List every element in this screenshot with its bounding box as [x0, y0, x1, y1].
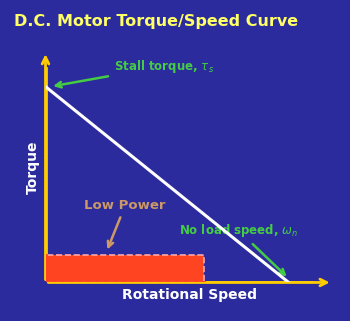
Text: No load speed, $\omega_n$: No load speed, $\omega_n$: [179, 222, 299, 275]
X-axis label: Rotational Speed: Rotational Speed: [121, 288, 257, 302]
Bar: [46, 255, 204, 282]
Y-axis label: Torque: Torque: [26, 140, 40, 194]
Text: Low Power: Low Power: [84, 199, 166, 247]
Text: D.C. Motor Torque/Speed Curve: D.C. Motor Torque/Speed Curve: [14, 14, 298, 30]
Text: Stall torque, $\tau_s$: Stall torque, $\tau_s$: [56, 58, 214, 87]
